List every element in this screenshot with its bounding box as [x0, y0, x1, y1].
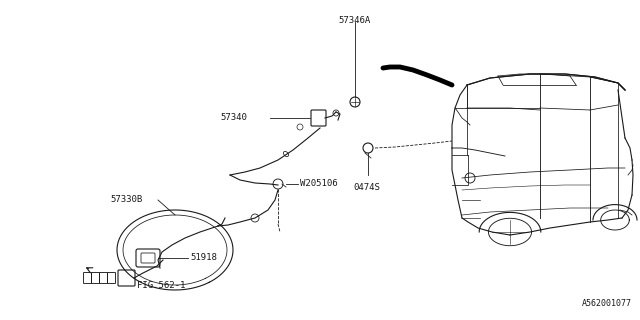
Text: 0474S: 0474S — [353, 183, 380, 192]
Text: 51918: 51918 — [190, 253, 217, 262]
Text: 57340: 57340 — [220, 114, 247, 123]
Text: W205106: W205106 — [300, 180, 338, 188]
Text: FIG.562-1: FIG.562-1 — [137, 281, 186, 290]
Text: 57346A: 57346A — [339, 16, 371, 25]
Text: A562001077: A562001077 — [582, 299, 632, 308]
Text: 57330B: 57330B — [110, 196, 142, 204]
